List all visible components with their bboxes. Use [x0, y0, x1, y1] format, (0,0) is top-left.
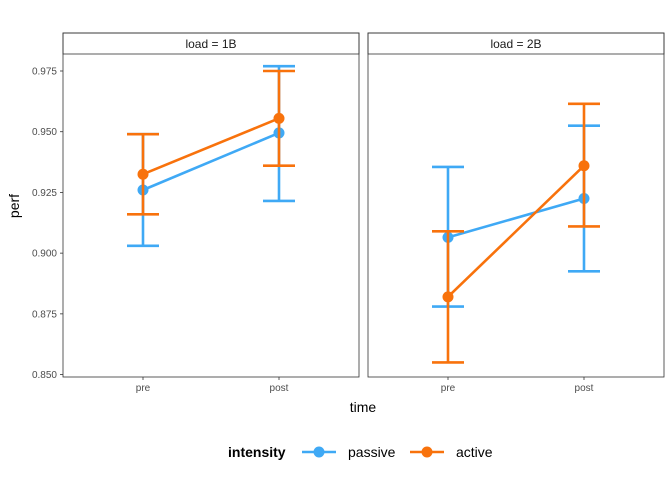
data-point-active	[137, 168, 149, 180]
legend-label-active: active	[456, 444, 493, 460]
panel-frame-1b	[62, 32, 360, 378]
y-axis: 0.850 0.875 0.900 0.925 0.950 0.975	[32, 67, 63, 381]
y-axis-title: perf	[6, 194, 22, 218]
data-point-active	[578, 160, 590, 172]
x-tick-label: post	[270, 383, 289, 394]
legend-item-passive: passive	[302, 444, 396, 460]
x-tick-label: post	[575, 383, 594, 394]
legend-key-point	[421, 446, 433, 458]
panel-title-2b: load = 2B	[490, 37, 541, 51]
panel-title-1b: load = 1B	[185, 37, 236, 51]
x-tick-label: pre	[441, 383, 456, 394]
series-line-active	[142, 117, 280, 176]
legend: intensity passive active	[228, 444, 493, 460]
y-tick-label: 0.975	[32, 67, 57, 78]
series-line-passive	[447, 197, 585, 239]
y-tick-label: 0.850	[32, 370, 57, 381]
panel-frame-2b	[367, 32, 665, 378]
panel-load-1b: load = 1B	[62, 32, 360, 378]
x-tick-label: pre	[136, 383, 151, 394]
data-point-active	[273, 112, 285, 124]
legend-title: intensity	[228, 444, 286, 460]
x-axis: pre post pre post	[136, 377, 594, 394]
chart-marks	[127, 64, 600, 364]
series-line-active	[447, 164, 585, 298]
series-line-passive	[142, 131, 280, 192]
y-tick-label: 0.925	[32, 188, 57, 199]
legend-key-point	[313, 446, 325, 458]
legend-label-passive: passive	[348, 444, 396, 460]
y-tick-label: 0.875	[32, 309, 57, 320]
y-tick-label: 0.900	[32, 249, 57, 260]
legend-item-active: active	[410, 444, 493, 460]
panel-load-2b: load = 2B	[367, 32, 665, 378]
data-point-active	[442, 291, 454, 303]
x-axis-title: time	[350, 399, 377, 415]
y-tick-label: 0.950	[32, 127, 57, 138]
